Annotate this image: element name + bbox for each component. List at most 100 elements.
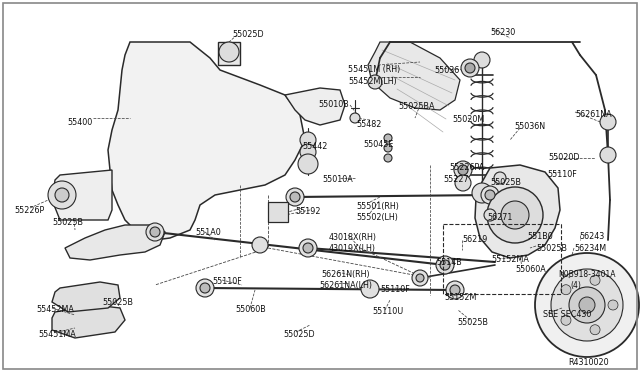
Text: (4): (4) (570, 281, 581, 290)
Circle shape (196, 279, 214, 297)
Text: 5514B: 5514B (436, 258, 461, 267)
Circle shape (600, 147, 616, 163)
Text: 55025B: 55025B (457, 318, 488, 327)
Text: 55442: 55442 (302, 142, 328, 151)
Text: 55060B: 55060B (235, 305, 266, 314)
Polygon shape (52, 282, 120, 312)
Circle shape (465, 63, 475, 73)
Circle shape (252, 237, 268, 253)
Circle shape (303, 243, 313, 253)
Circle shape (146, 223, 164, 241)
Text: 551A0: 551A0 (195, 228, 221, 237)
Circle shape (300, 132, 316, 148)
Text: 55025B: 55025B (102, 298, 133, 307)
Text: 55036: 55036 (434, 66, 460, 75)
Circle shape (501, 201, 529, 229)
Text: 56243: 56243 (579, 232, 604, 241)
Circle shape (412, 270, 428, 286)
Circle shape (481, 186, 499, 204)
Text: 56230: 56230 (490, 28, 515, 37)
Circle shape (436, 256, 454, 274)
Circle shape (472, 183, 492, 203)
Circle shape (299, 239, 317, 257)
Circle shape (579, 297, 595, 313)
Text: 55025B: 55025B (52, 218, 83, 227)
Circle shape (368, 75, 382, 89)
Text: 56261NA: 56261NA (575, 110, 612, 119)
Text: 55226PA: 55226PA (449, 163, 484, 172)
Text: N0B918-3401A: N0B918-3401A (558, 270, 616, 279)
Circle shape (219, 42, 239, 62)
Text: 43018X(RH): 43018X(RH) (329, 233, 377, 242)
Circle shape (384, 144, 392, 152)
Circle shape (48, 181, 76, 209)
Text: 55152MA: 55152MA (491, 255, 529, 264)
Circle shape (350, 113, 360, 123)
Circle shape (485, 190, 495, 200)
Circle shape (446, 281, 464, 299)
Text: 55452M(LH): 55452M(LH) (348, 77, 397, 86)
Circle shape (440, 260, 450, 270)
Circle shape (600, 114, 616, 130)
Circle shape (461, 59, 479, 77)
Circle shape (535, 253, 639, 357)
Text: 55025B: 55025B (490, 178, 521, 187)
Polygon shape (285, 88, 345, 125)
Text: 55452MA: 55452MA (36, 305, 74, 314)
Circle shape (487, 187, 543, 243)
Text: SEE SEC430: SEE SEC430 (543, 310, 591, 319)
Text: 55010B: 55010B (318, 100, 349, 109)
Polygon shape (108, 42, 305, 240)
Circle shape (608, 300, 618, 310)
Text: 55110F: 55110F (212, 277, 242, 286)
Circle shape (458, 165, 468, 175)
Text: 551B0: 551B0 (527, 232, 553, 241)
Text: 56271: 56271 (487, 213, 513, 222)
Polygon shape (65, 225, 165, 260)
Polygon shape (218, 42, 240, 65)
Circle shape (150, 227, 160, 237)
Circle shape (55, 188, 69, 202)
Text: 55045E: 55045E (363, 140, 394, 149)
Circle shape (561, 285, 571, 295)
Text: 55060A: 55060A (515, 265, 546, 274)
Circle shape (569, 287, 605, 323)
Bar (443, 224, 561, 294)
Circle shape (200, 283, 210, 293)
Text: 55036N: 55036N (514, 122, 545, 131)
Circle shape (561, 315, 571, 325)
Polygon shape (52, 305, 125, 338)
Text: 55025B: 55025B (536, 244, 567, 253)
Text: 55025BA: 55025BA (398, 102, 435, 111)
Circle shape (298, 154, 318, 174)
Text: R4310020: R4310020 (568, 358, 609, 367)
Circle shape (450, 285, 460, 295)
Circle shape (384, 134, 392, 142)
Text: 55226P: 55226P (14, 206, 44, 215)
Text: 56234M: 56234M (574, 244, 606, 253)
Text: 55400: 55400 (67, 118, 92, 127)
Text: 55110F: 55110F (547, 170, 577, 179)
Text: 55025D: 55025D (232, 30, 264, 39)
Text: 55110F: 55110F (380, 285, 410, 294)
Text: 55227: 55227 (443, 175, 468, 184)
Circle shape (454, 161, 472, 179)
Text: 55192: 55192 (295, 207, 321, 216)
Circle shape (474, 52, 490, 68)
Circle shape (455, 175, 471, 191)
Text: 55482: 55482 (356, 120, 381, 129)
Text: 55152M: 55152M (444, 293, 476, 302)
Circle shape (290, 192, 300, 202)
Circle shape (416, 274, 424, 282)
Text: 55451M (RH): 55451M (RH) (348, 65, 400, 74)
Text: 56261N(RH): 56261N(RH) (321, 270, 370, 279)
Polygon shape (268, 202, 288, 222)
Polygon shape (475, 165, 560, 258)
Text: 55020M: 55020M (452, 115, 484, 124)
Text: 55110U: 55110U (372, 307, 403, 316)
Circle shape (551, 269, 623, 341)
Circle shape (384, 154, 392, 162)
Text: 56219: 56219 (462, 235, 488, 244)
Text: 55451MA: 55451MA (38, 330, 76, 339)
Circle shape (494, 172, 506, 184)
